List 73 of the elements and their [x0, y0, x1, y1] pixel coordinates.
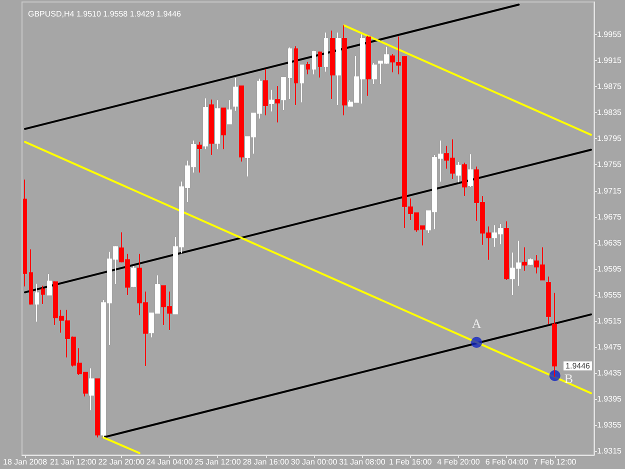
candlestick	[300, 64, 304, 103]
x-tick-label: 7 Feb 12:00	[534, 458, 577, 466]
x-tick-label: 1 Feb 16:00	[389, 458, 432, 466]
candlestick	[318, 50, 322, 78]
candlestick	[209, 99, 214, 156]
x-tick-label: 24 Jan 04:00	[146, 458, 194, 466]
candlestick	[504, 220, 509, 280]
x-tick-label: 21 Jan 12:00	[50, 458, 97, 466]
candlestick	[47, 274, 52, 296]
candlestick	[294, 46, 298, 106]
candlestick	[288, 47, 292, 100]
candlestick	[239, 85, 244, 162]
candlestick	[95, 378, 100, 438]
y-tick-label: 1.9595	[597, 264, 622, 274]
candlestick	[263, 68, 268, 116]
candlestick	[221, 108, 226, 150]
candlestick	[215, 100, 220, 150]
y-tick-label: 1.9675	[597, 212, 622, 222]
candlestick	[41, 285, 45, 304]
y-tick-label: 1.9835	[597, 108, 622, 118]
candlestick	[462, 162, 467, 196]
candlestick	[552, 292, 557, 378]
annotation: 1.9446	[566, 361, 591, 370]
y-tick-label: 1.9715	[597, 186, 622, 196]
y-tick-label: 1.9875	[597, 82, 622, 92]
candlestick	[522, 246, 527, 272]
x-tick-label: 22 Jan 20:00	[98, 458, 146, 466]
y-tick-label: 1.9955	[597, 30, 622, 40]
candlestick	[269, 89, 274, 112]
text: GBPUSD,H4 1.9510 1.9558 1.9429 1.9446	[28, 10, 182, 18]
candlestick	[35, 283, 39, 322]
y-tick-label: 1.9635	[597, 238, 622, 248]
candlestick	[275, 85, 280, 123]
candlestick	[131, 266, 136, 288]
candlestick	[233, 78, 238, 112]
x-tick-label: 30 Jan 00:00	[290, 458, 338, 466]
y-tick-label: 1.9355	[597, 420, 622, 430]
candlestick	[23, 179, 27, 287]
candlestick	[197, 141, 202, 174]
y-tick-label: 1.9515	[597, 316, 622, 326]
data-label: B	[564, 371, 574, 386]
candlestick	[29, 248, 33, 306]
y-tick-label: 1.9755	[597, 160, 622, 170]
x-tick-label: 6 Feb 04:00	[485, 458, 529, 466]
candlestick	[306, 61, 310, 75]
candlestick	[227, 100, 232, 124]
candlestick	[324, 32, 328, 72]
candlestick	[89, 368, 94, 411]
x-tick-label: 31 Jan 08:00	[339, 458, 386, 466]
candlestick	[546, 276, 551, 325]
candlestick	[366, 35, 371, 96]
x-tick-label: 18 Jan 2008	[2, 458, 48, 466]
candlestick	[312, 50, 316, 75]
candlestick	[342, 24, 347, 116]
candlestick	[528, 258, 533, 266]
y-tick-label: 1.9315	[597, 446, 622, 456]
candlestick	[336, 32, 341, 106]
y-tick-label: 1.9475	[597, 342, 622, 352]
candlestick	[372, 62, 377, 85]
candlestick	[468, 154, 473, 188]
x-tick-label: 4 Feb 20:00	[437, 458, 480, 466]
y-tick-label: 1.9555	[597, 290, 622, 300]
x-tick-label: 28 Jan 16:00	[242, 458, 290, 466]
y-tick-label: 1.9435	[597, 368, 622, 378]
candlestick	[203, 98, 208, 150]
candlestick	[330, 30, 335, 100]
data-label: A	[472, 316, 482, 331]
y-tick-label: 1.9395	[597, 394, 622, 404]
candlestick	[456, 162, 461, 183]
candlestick	[281, 77, 286, 111]
y-tick-label: 1.9915	[597, 56, 622, 66]
y-tick-label: 1.9795	[597, 134, 622, 144]
x-tick-label: 25 Jan 12:00	[194, 458, 242, 466]
